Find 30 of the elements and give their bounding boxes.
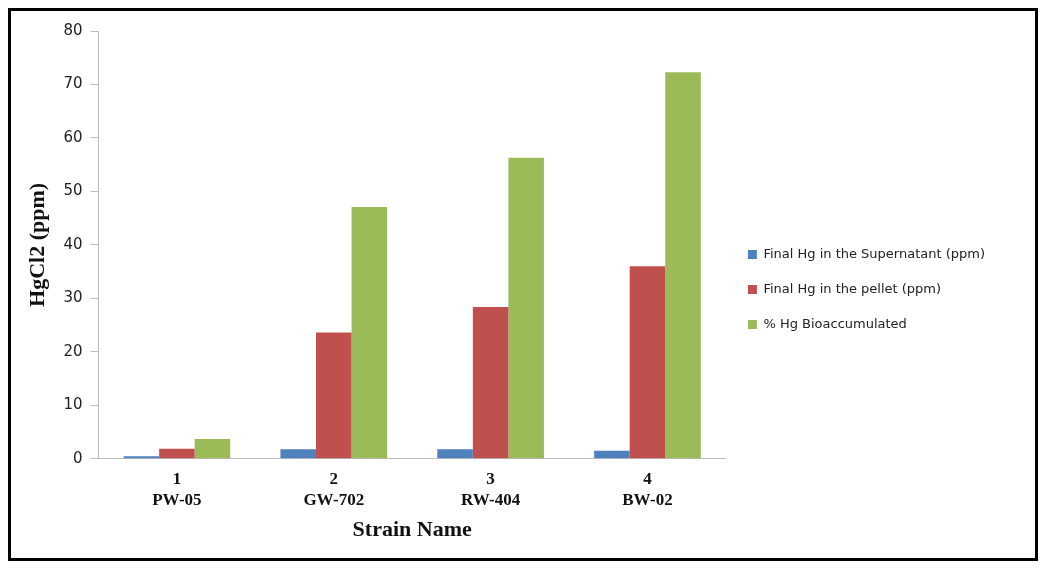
legend-label: Final Hg in the pellet (ppm) [763,280,942,296]
bar [594,450,630,459]
bar [159,448,195,459]
y-tick-label: 40 [63,234,83,253]
bar [472,306,509,459]
y-tick-label: 10 [63,395,83,414]
y-tick-label: 50 [63,181,83,200]
y-tick-label: 20 [63,341,83,360]
y-tick-label: 60 [63,127,83,146]
bar [665,72,701,459]
bar [194,439,231,459]
x-axis-title: Strain Name [352,516,472,542]
y-tick-label: 30 [63,288,83,307]
bar [351,206,388,459]
x-tick-label: 4 BW-02 [622,469,673,509]
bar [123,456,160,459]
bar [280,449,316,459]
x-tick-label: 3 RW-404 [461,469,521,509]
bar [437,449,473,459]
y-tick-label: 80 [63,20,83,39]
bar [508,157,544,459]
legend-label: Final Hg in the Supernatant (ppm) [763,245,985,261]
x-tick-label: 1 PW-05 [152,469,202,509]
y-tick-label: 0 [72,448,83,467]
x-tick-label: 2 GW-702 [303,469,365,509]
legend-label: % Hg Bioaccumulated [763,315,907,331]
bar [629,266,666,459]
y-axis-title: HgCl2 (ppm) [23,182,49,307]
y-tick-label: 70 [63,74,83,93]
bar [315,332,352,459]
